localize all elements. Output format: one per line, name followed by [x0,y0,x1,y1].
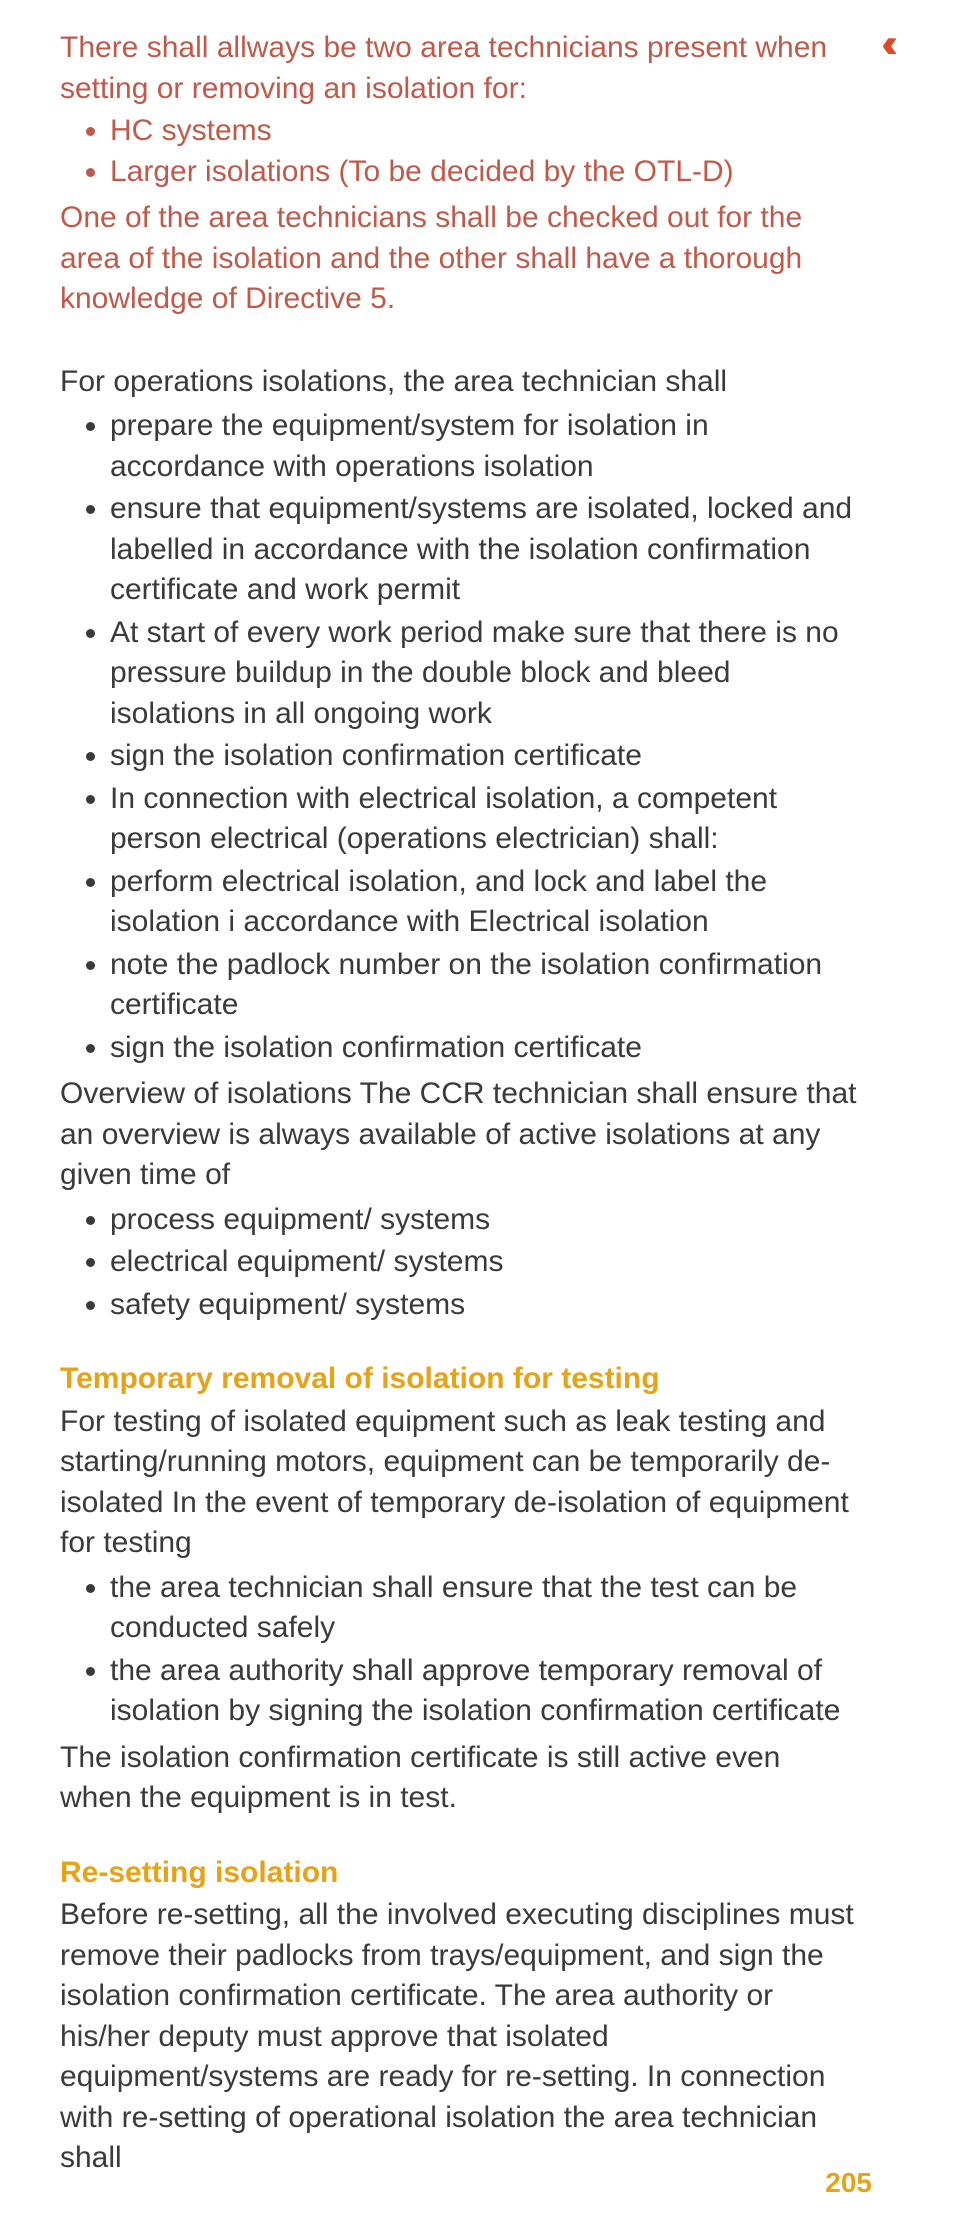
margin-marker-icon: ‹‹ [881,22,888,67]
list-item: the area authority shall approve tempora… [110,1651,860,1732]
operations-bullet-list: prepare the equipment/system for isolati… [60,406,860,1068]
list-item: safety equipment/ systems [110,1285,860,1326]
list-item: note the padlock number on the isolation… [110,945,860,1026]
list-item: sign the isolation confirmation certific… [110,1028,860,1069]
temp-removal-heading: Temporary removal of isolation for testi… [60,1359,860,1400]
overview-lead-text: Overview of isolations The CCR technicia… [60,1074,860,1196]
operations-lead-text: For operations isolations, the area tech… [60,362,860,403]
operations-section: For operations isolations, the area tech… [60,362,860,2179]
document-page: ‹‹ There shall allways be two area techn… [0,0,960,2223]
list-item: the area technician shall ensure that th… [110,1568,860,1649]
resetting-body-text: Before re-setting, all the involved exec… [60,1895,860,2179]
list-item: perform electrical isolation, and lock a… [110,862,860,943]
temp-removal-para-2: The isolation confirmation certificate i… [60,1738,860,1819]
list-item: Larger isolations (To be decided by the … [110,152,840,193]
requirement-highlight-block: There shall allways be two area technici… [60,28,840,320]
requirement-lead-text: There shall allways be two area technici… [60,28,840,109]
page-number: 205 [825,2167,872,2199]
requirement-bullet-list: HC systems Larger isolations (To be deci… [60,111,840,192]
resetting-heading: Re-setting isolation [60,1853,860,1894]
list-item: HC systems [110,111,840,152]
overview-bullet-list: process equipment/ systems electrical eq… [60,1200,860,1326]
list-item: prepare the equipment/system for isolati… [110,406,860,487]
list-item: At start of every work period make sure … [110,613,860,735]
requirement-tail-text: One of the area technicians shall be che… [60,198,840,320]
temp-removal-bullet-list: the area technician shall ensure that th… [60,1568,860,1732]
list-item: sign the isolation confirmation certific… [110,736,860,777]
list-item: ensure that equipment/systems are isolat… [110,489,860,611]
temp-removal-para-1: For testing of isolated equipment such a… [60,1402,860,1564]
list-item: electrical equipment/ systems [110,1242,860,1283]
list-item: process equipment/ systems [110,1200,860,1241]
list-item: In connection with electrical isolation,… [110,779,860,860]
